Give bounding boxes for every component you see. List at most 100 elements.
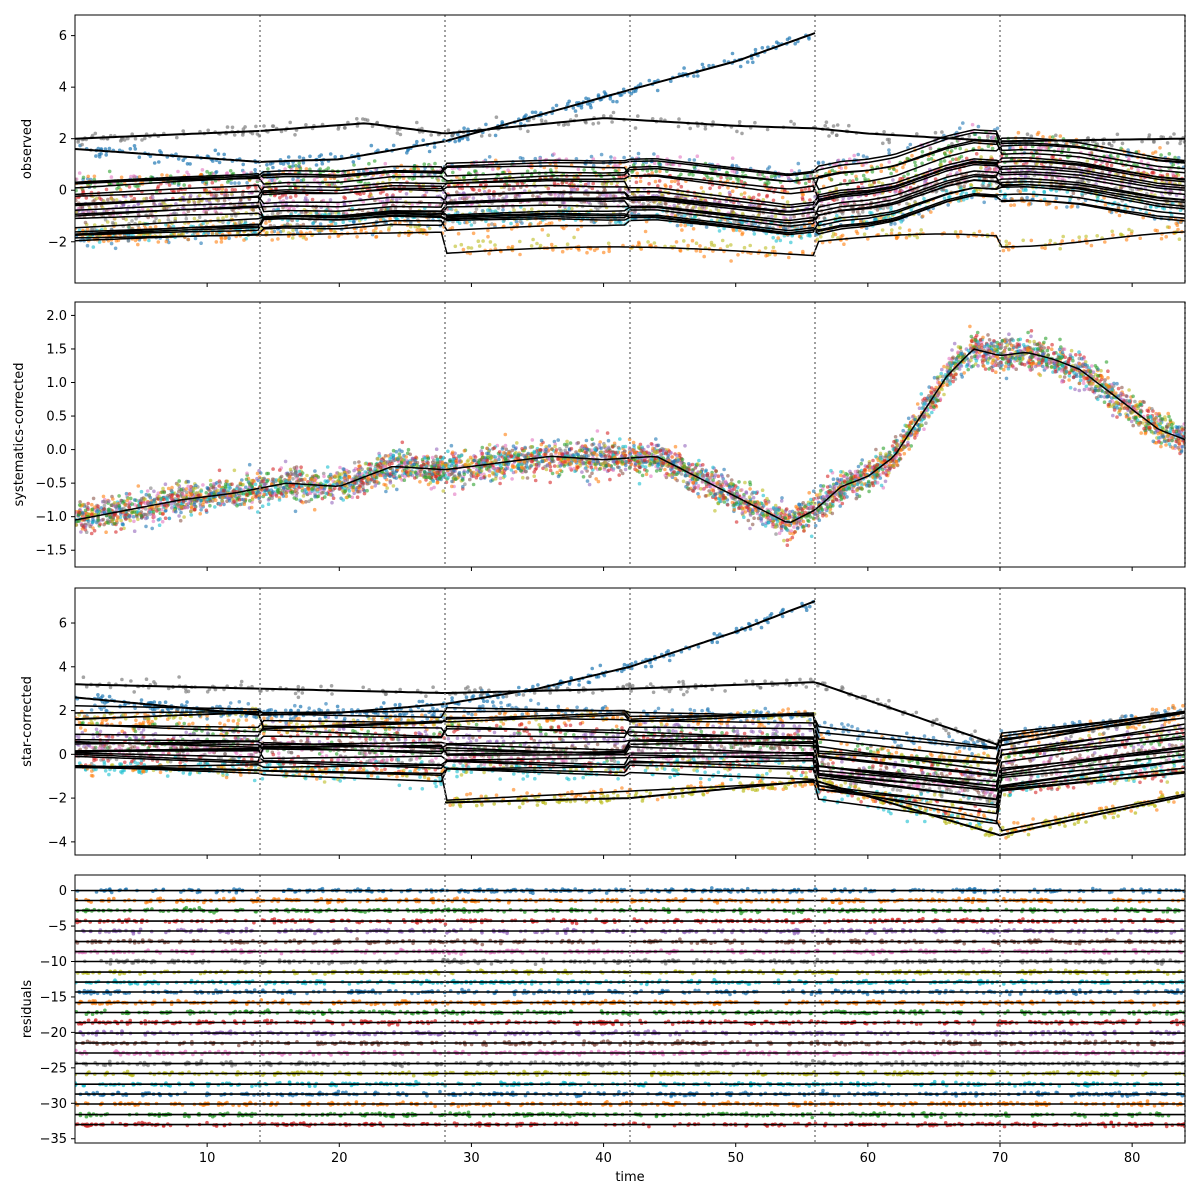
data-point (304, 123, 308, 127)
data-point (288, 195, 293, 199)
data-point (951, 157, 955, 162)
data-point (694, 248, 699, 253)
data-point (589, 219, 594, 224)
data-point (835, 213, 839, 218)
data-point (961, 198, 966, 202)
data-point (477, 188, 482, 193)
data-point (745, 60, 750, 64)
data-point (472, 220, 477, 225)
data-point (321, 198, 326, 203)
data-point (278, 196, 282, 200)
data-point (726, 186, 730, 190)
data-point (192, 216, 197, 221)
data-point (1139, 159, 1144, 164)
data-point (305, 202, 309, 206)
data-point (735, 129, 739, 134)
data-point (164, 223, 168, 227)
data-point (1091, 168, 1096, 172)
data-point (711, 120, 715, 124)
data-point (843, 202, 847, 206)
data-point (964, 191, 969, 196)
data-point (490, 222, 494, 226)
data-point (519, 121, 523, 126)
data-point (636, 240, 641, 245)
data-point (395, 131, 400, 135)
data-point (147, 238, 151, 243)
data-point (682, 213, 687, 218)
data-point (635, 171, 639, 176)
data-point (285, 222, 290, 226)
data-point (1051, 135, 1055, 139)
data-point (978, 188, 983, 192)
data-point (225, 171, 229, 175)
data-point (769, 174, 774, 179)
data-point (834, 133, 839, 138)
data-point (822, 216, 827, 220)
data-point (631, 89, 636, 94)
data-point (546, 186, 551, 191)
data-point (326, 202, 330, 206)
data-point (164, 239, 169, 244)
data-point (453, 244, 458, 249)
data-point (636, 114, 640, 118)
data-point (225, 193, 230, 197)
data-point (1147, 133, 1152, 137)
data-point (137, 183, 141, 188)
data-point (901, 165, 905, 170)
data-point (177, 181, 181, 186)
data-point (1165, 225, 1170, 229)
data-point (657, 179, 662, 183)
data-point (1089, 243, 1094, 248)
data-point (835, 197, 839, 202)
data-point (691, 173, 695, 177)
data-point (643, 229, 648, 234)
data-point (137, 175, 142, 179)
data-point (728, 176, 733, 181)
data-point (297, 155, 302, 159)
data-point (219, 236, 224, 241)
data-point (205, 169, 209, 174)
data-point (607, 221, 612, 225)
data-point (562, 226, 566, 231)
data-point (889, 206, 893, 210)
data-point (829, 177, 834, 182)
data-point (193, 236, 198, 241)
data-point (148, 225, 153, 230)
data-point (1105, 162, 1109, 166)
data-point (1159, 153, 1163, 157)
data-point (1065, 141, 1069, 146)
data-point (985, 134, 990, 138)
data-point (694, 241, 699, 245)
data-point (753, 47, 758, 52)
data-point (730, 189, 735, 193)
data-point (920, 161, 924, 166)
data-point (756, 204, 761, 208)
data-point (292, 207, 296, 211)
data-point (887, 137, 891, 142)
data-point (957, 199, 961, 203)
data-point (1077, 235, 1081, 239)
data-point (946, 203, 950, 207)
data-point (1117, 213, 1122, 218)
data-point (325, 182, 329, 186)
data-point (977, 229, 982, 234)
data-point (995, 126, 1000, 131)
data-point (97, 240, 102, 244)
data-point (507, 187, 512, 192)
data-point (404, 192, 409, 196)
data-point (839, 166, 844, 171)
data-point (465, 220, 469, 225)
data-point (530, 110, 535, 115)
data-point (1036, 130, 1041, 135)
data-point (701, 190, 706, 194)
data-point (773, 214, 778, 218)
data-point (652, 152, 656, 156)
data-point (142, 197, 146, 201)
data-point (222, 198, 227, 203)
data-point (1085, 159, 1090, 163)
data-point (797, 169, 802, 173)
data-point (615, 99, 619, 104)
data-point (718, 191, 722, 196)
data-point (453, 139, 458, 144)
data-point (591, 157, 596, 161)
